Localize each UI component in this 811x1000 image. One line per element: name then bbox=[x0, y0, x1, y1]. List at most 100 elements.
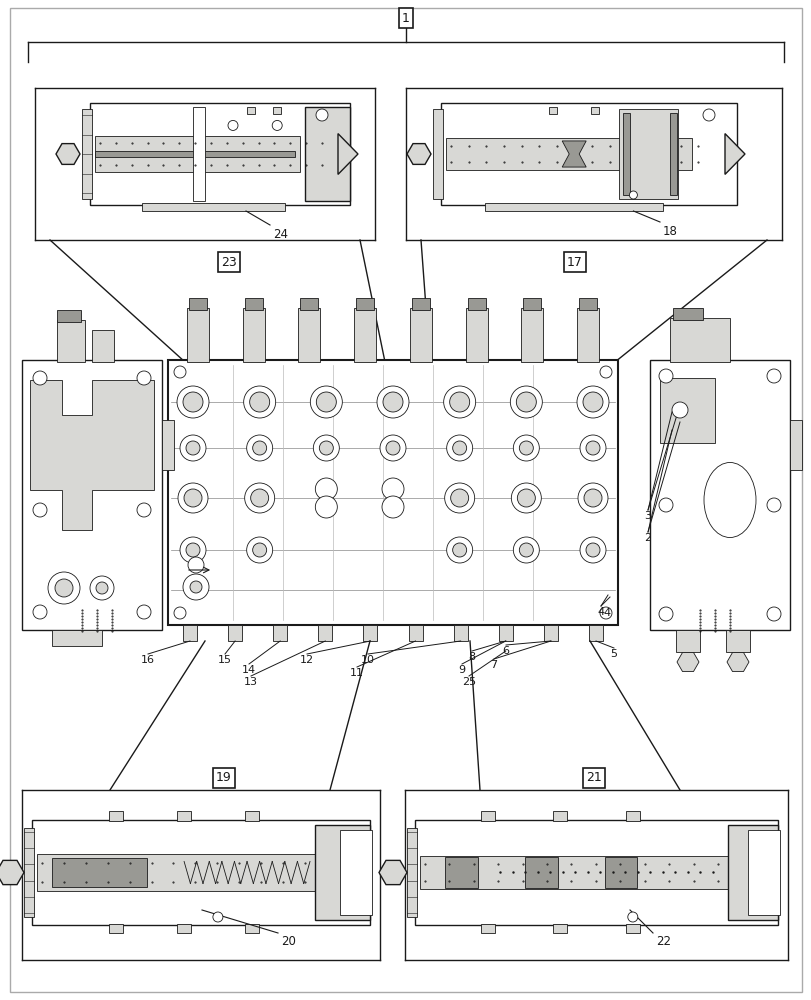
Bar bbox=[411, 298, 429, 310]
Bar bbox=[177, 811, 191, 821]
Circle shape bbox=[33, 371, 47, 385]
Text: 8: 8 bbox=[468, 652, 475, 662]
Bar bbox=[193, 107, 205, 201]
Bar bbox=[228, 625, 242, 641]
Circle shape bbox=[190, 581, 202, 593]
Text: 7: 7 bbox=[490, 660, 497, 670]
Bar bbox=[354, 308, 375, 362]
Text: 6: 6 bbox=[502, 646, 508, 656]
Bar bbox=[95, 151, 294, 157]
Circle shape bbox=[513, 435, 539, 461]
Polygon shape bbox=[30, 380, 154, 530]
Bar bbox=[588, 625, 603, 641]
Circle shape bbox=[315, 496, 337, 518]
Bar bbox=[524, 857, 557, 888]
Bar bbox=[622, 113, 629, 195]
Bar bbox=[618, 109, 677, 199]
Circle shape bbox=[247, 435, 272, 461]
Bar bbox=[432, 109, 443, 199]
Circle shape bbox=[244, 483, 274, 513]
Bar bbox=[52, 630, 102, 646]
Bar bbox=[649, 360, 789, 630]
Circle shape bbox=[577, 386, 608, 418]
Bar bbox=[189, 298, 207, 310]
Bar bbox=[52, 858, 147, 887]
Bar bbox=[445, 138, 691, 170]
Circle shape bbox=[33, 503, 47, 517]
Text: 5: 5 bbox=[610, 649, 616, 659]
Polygon shape bbox=[379, 860, 406, 885]
Bar bbox=[727, 825, 777, 920]
Bar bbox=[109, 811, 123, 821]
Bar bbox=[672, 308, 702, 320]
Text: 22: 22 bbox=[655, 935, 670, 948]
Bar bbox=[440, 103, 736, 205]
Circle shape bbox=[450, 489, 468, 507]
Text: 9: 9 bbox=[458, 665, 465, 675]
Bar bbox=[410, 308, 431, 362]
Polygon shape bbox=[56, 144, 80, 164]
Circle shape bbox=[599, 366, 611, 378]
Bar bbox=[244, 924, 259, 933]
Circle shape bbox=[579, 435, 605, 461]
Bar bbox=[363, 625, 377, 641]
Circle shape bbox=[96, 582, 108, 594]
Circle shape bbox=[90, 576, 114, 600]
Bar bbox=[340, 830, 371, 915]
Bar bbox=[578, 298, 596, 310]
Circle shape bbox=[586, 441, 599, 455]
Text: 25: 25 bbox=[461, 677, 475, 687]
Circle shape bbox=[272, 120, 282, 130]
Circle shape bbox=[766, 369, 780, 383]
Text: 17: 17 bbox=[566, 255, 582, 268]
Circle shape bbox=[252, 543, 266, 557]
Circle shape bbox=[252, 441, 266, 455]
Text: 14: 14 bbox=[242, 665, 255, 675]
Polygon shape bbox=[0, 860, 24, 885]
Text: 4: 4 bbox=[597, 607, 604, 617]
Circle shape bbox=[766, 607, 780, 621]
Circle shape bbox=[385, 441, 400, 455]
Bar bbox=[625, 811, 639, 821]
Circle shape bbox=[137, 605, 151, 619]
Text: 2: 2 bbox=[644, 533, 650, 543]
Circle shape bbox=[188, 557, 204, 573]
Circle shape bbox=[251, 489, 268, 507]
Circle shape bbox=[629, 191, 637, 199]
Circle shape bbox=[446, 435, 472, 461]
Circle shape bbox=[519, 441, 533, 455]
Polygon shape bbox=[726, 652, 748, 672]
Circle shape bbox=[137, 503, 151, 517]
Circle shape bbox=[315, 478, 337, 500]
Bar bbox=[300, 298, 318, 310]
Bar bbox=[789, 420, 801, 470]
Bar bbox=[747, 830, 779, 915]
Bar bbox=[82, 109, 92, 199]
Bar bbox=[247, 107, 255, 114]
Bar bbox=[406, 828, 417, 917]
Circle shape bbox=[376, 386, 409, 418]
Bar bbox=[95, 136, 299, 172]
Bar bbox=[444, 857, 477, 888]
Circle shape bbox=[48, 572, 80, 604]
Bar bbox=[187, 308, 208, 362]
Circle shape bbox=[452, 441, 466, 455]
Text: 20: 20 bbox=[281, 935, 295, 948]
Bar bbox=[669, 113, 676, 195]
Bar bbox=[543, 625, 557, 641]
Text: 23: 23 bbox=[221, 255, 237, 268]
Circle shape bbox=[517, 489, 534, 507]
Bar bbox=[465, 308, 487, 362]
Bar bbox=[318, 625, 332, 641]
Bar bbox=[109, 924, 123, 933]
Circle shape bbox=[766, 498, 780, 512]
Circle shape bbox=[509, 386, 542, 418]
Bar bbox=[244, 811, 259, 821]
Circle shape bbox=[182, 392, 203, 412]
Ellipse shape bbox=[703, 462, 755, 538]
Circle shape bbox=[247, 537, 272, 563]
Circle shape bbox=[310, 386, 342, 418]
Bar bbox=[408, 625, 422, 641]
Circle shape bbox=[579, 537, 605, 563]
Bar bbox=[244, 298, 263, 310]
